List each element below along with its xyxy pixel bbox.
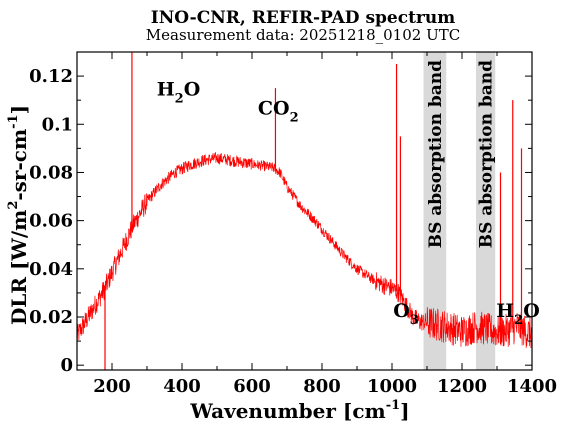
chart-title: INO-CNR, REFIR-PAD spectrum (151, 8, 455, 28)
y-axis-label-mid: -sr-cm (7, 129, 31, 201)
x-tick-label-1400: 1400 (507, 376, 557, 397)
x-tick-label-1000: 1000 (367, 376, 417, 397)
spectrum-series (77, 52, 532, 370)
y-tick-label-3: 0.06 (29, 211, 73, 232)
x-axis-ticks: 200 400 600 800 1000 1200 1400 (76, 52, 557, 397)
y-tick-label-4: 0.08 (29, 162, 73, 183)
absorption-band-label-1: BS absorption band (426, 60, 446, 248)
y-tick-label-2: 0.04 (29, 259, 73, 280)
x-tick-label-800: 800 (303, 376, 341, 397)
y-axis-label-sup2: -1 (6, 114, 21, 128)
absorption-bands (423, 52, 496, 370)
x-tick-label-400: 400 (163, 376, 201, 397)
plot-frame (76, 51, 533, 371)
annotation-o3: O3 (393, 300, 419, 328)
y-tick-label-5: 0.1 (42, 114, 73, 135)
x-tick-label-200: 200 (93, 376, 131, 397)
annotation-h2o-left: H2O (157, 78, 201, 106)
species-annotations: H2O CO2 O3 H2O (157, 78, 540, 328)
y-axis-label-sup1: 2 (6, 201, 21, 210)
x-axis-label: Wavenumber [cm-1] (189, 398, 409, 423)
y-tick-label-1: 0.02 (29, 307, 73, 328)
chart-subtitle: Measurement data: 20251218_0102 UTC (146, 26, 460, 44)
absorption-band-1 (423, 52, 447, 370)
x-tick-label-600: 600 (233, 376, 271, 397)
absorption-band-2 (476, 52, 496, 370)
x-tick-label-1200: 1200 (437, 376, 487, 397)
x-axis-label-sup: -1 (386, 398, 400, 413)
x-axis-label-main: Wavenumber [cm (189, 399, 385, 423)
y-axis-ticks: 0 0.02 0.04 0.06 0.08 0.1 0.12 (29, 66, 532, 376)
y-tick-label-0: 0 (60, 355, 73, 376)
y-axis-label: DLR [W/m2-sr-cm-1] (6, 105, 31, 325)
annotation-h2o-right: H2O (496, 300, 540, 328)
annotation-co2: CO2 (258, 98, 299, 126)
y-tick-label-6: 0.12 (29, 66, 73, 87)
spectrum-line (77, 152, 532, 349)
y-axis-label-main: DLR [W/m (7, 210, 31, 325)
absorption-band-label-2: BS absorption band (477, 60, 497, 248)
x-axis-label-tail: ] (400, 399, 409, 423)
band-labels: BS absorption band BS absorption band (426, 60, 497, 248)
y-axis-label-tail: ] (7, 105, 31, 114)
